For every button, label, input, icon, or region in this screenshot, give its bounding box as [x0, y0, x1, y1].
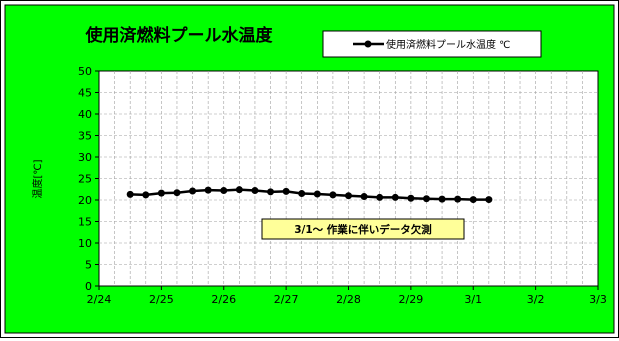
data-point — [329, 191, 337, 199]
y-tick-label: 25 — [78, 173, 92, 186]
series-line — [126, 186, 493, 204]
annotation-text: 3/1～ 作業に伴いデータ欠測 — [294, 223, 432, 236]
y-tick-label: 30 — [78, 151, 92, 164]
y-tick-label: 35 — [78, 130, 92, 143]
data-point — [173, 189, 181, 197]
data-point — [251, 187, 259, 195]
data-point — [376, 193, 384, 201]
legend: 使用済燃料プール水温度 ℃ — [322, 30, 542, 58]
data-point — [313, 190, 321, 198]
y-tick-label: 0 — [85, 280, 92, 293]
x-tick-label: 3/3 — [589, 293, 607, 306]
data-point — [422, 195, 430, 203]
x-tick-label: 3/1 — [464, 293, 482, 306]
data-point — [407, 194, 415, 202]
x-tick-label: 2/28 — [336, 293, 361, 306]
x-tick-label: 2/25 — [149, 293, 174, 306]
data-point — [298, 190, 306, 198]
data-point — [454, 195, 462, 203]
data-point — [360, 193, 368, 201]
y-tick-label: 20 — [78, 194, 92, 207]
y-tick-label: 40 — [78, 108, 92, 121]
y-tick-label: 15 — [78, 216, 92, 229]
data-point — [235, 186, 243, 194]
chart-title: 使用済燃料プール水温度 — [85, 25, 274, 46]
data-point — [485, 196, 493, 204]
x-tick-label: 2/27 — [274, 293, 299, 306]
y-axis-ticks: 0 5 10 15 20 25 30 35 40 45 50 — [78, 65, 99, 293]
x-tick-label: 3/2 — [527, 293, 545, 306]
annotation-background — [261, 218, 465, 240]
y-axis-label: 温度[℃] — [31, 159, 44, 198]
x-tick-label: 2/24 — [87, 293, 112, 306]
data-point — [267, 188, 275, 196]
grid-lines — [99, 71, 598, 286]
data-point — [438, 195, 446, 203]
data-point — [220, 187, 228, 195]
data-point — [391, 193, 399, 201]
x-tick-label: 2/26 — [211, 293, 236, 306]
annotation-box: 3/1～ 作業に伴いデータ欠測 — [261, 218, 465, 240]
y-tick-label: 45 — [78, 87, 92, 100]
data-point — [469, 196, 477, 204]
data-point — [282, 187, 290, 195]
legend-entry: 使用済燃料プール水温度 ℃ — [386, 38, 510, 51]
data-point — [142, 191, 150, 199]
data-point — [157, 189, 165, 197]
y-tick-label: 10 — [78, 237, 92, 250]
data-point — [204, 186, 212, 194]
y-tick-label: 50 — [78, 65, 92, 78]
data-point — [126, 190, 134, 198]
legend-point-marker — [364, 40, 372, 48]
data-point — [189, 187, 197, 195]
x-axis-ticks: 2/24 2/25 2/26 2/27 2/28 2/29 3/1 3/2 3/3 — [87, 286, 607, 306]
x-tick-label: 2/29 — [399, 293, 424, 306]
y-tick-label: 5 — [85, 259, 92, 272]
data-point — [345, 192, 352, 200]
